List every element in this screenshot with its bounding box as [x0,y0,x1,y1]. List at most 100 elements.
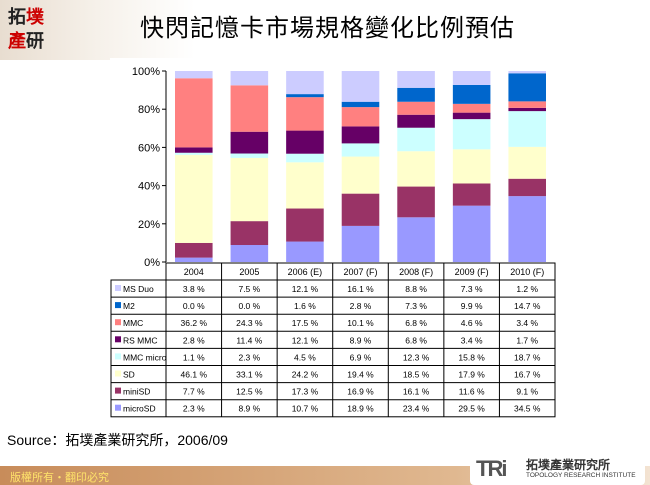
bar-segment-rs-mmc [175,147,213,153]
data-label: 4.6 % [461,318,483,328]
brand-box [470,455,645,485]
legend-swatch [115,353,121,360]
bar-segment-minisd [286,208,324,242]
bar-segment-ms-duo [286,71,324,95]
x-tick-label: 2004 [184,267,204,277]
data-label: 10.7 % [292,404,319,414]
legend-label: M2 [123,301,135,311]
data-label: 17.5 % [292,318,319,328]
data-label: 18.5 % [403,370,430,380]
bar-segment-mmc [286,97,324,131]
data-label: 0.0 % [238,301,260,311]
brand-name-en: TOPOLOGY RESEARCH INSTITUTE [526,472,636,479]
bar-segment-rs-mmc [230,131,269,154]
data-label: 12.5 % [236,387,263,397]
bar-segment-ms-duo [341,71,380,102]
bar-segment-minisd [175,242,213,258]
bar-segment-sd [397,151,435,187]
data-label: 1.7 % [516,335,538,345]
bar-segment-minisd [341,193,380,226]
bar-segment-microsd [508,196,546,262]
legend-swatch [115,387,121,394]
bar-segment-m2 [452,84,491,104]
bar-segment-sd [452,149,491,184]
data-label: 1.2 % [516,284,538,294]
bar-segment-mmc-micro [341,143,380,157]
bar-segment-ms-duo [230,71,269,86]
bar-segment-sd [508,146,546,179]
legend-swatch [115,302,121,309]
copyright: 版權所有・翻印必究 [10,472,109,484]
data-label: 0.0 % [183,301,205,311]
data-label: 6.9 % [350,352,372,362]
brand-logo: TRi [476,456,507,481]
data-label: 12.1 % [292,335,319,345]
bar-segment-m2 [286,94,324,98]
bar-segment-m2 [341,101,380,108]
legend-swatch [115,319,121,326]
data-label: 29.5 % [458,404,485,414]
bar-segment-mmc-micro [508,111,546,147]
data-label: 18.7 % [514,352,541,362]
data-label: 2.8 % [350,301,372,311]
x-tick-label: 2006 (E) [288,267,323,277]
data-label: 1.6 % [294,301,316,311]
chart: 0% 20% 40% 60% 80% 100% 2004 2005 2006 (E) 2007 (… [110,58,562,418]
data-label: 23.4 % [403,404,430,414]
data-label: 19.4 % [347,370,374,380]
data-label: 3.4 % [516,318,538,328]
data-label: 12.1 % [292,284,319,294]
y-tick-label: 40% [138,181,160,193]
bar-segment-sd [230,157,269,222]
x-tick-label: 2008 (F) [399,267,433,277]
bar-segment-mmc [508,101,546,108]
data-label: 8.9 % [350,335,372,345]
data-label: 33.1 % [236,370,263,380]
bar-segment-rs-mmc [397,114,435,128]
bar-segment-mmc-micro [397,127,435,152]
y-tick-label: 60% [138,142,160,154]
data-label: 16.1 % [347,284,374,294]
source-note: Source：拓墣產業研究所，2006/09 [7,432,228,448]
data-label: 10.1 % [347,318,374,328]
legend-swatch [115,404,121,411]
legend-label: MS Duo [123,284,154,294]
bar-segment-ms-duo [452,71,491,85]
data-label: 9.1 % [516,387,538,397]
legend-swatch [115,336,121,343]
page-title: 快閃記憶卡市場規格變化比例預估 [140,14,515,42]
data-label: 46.1 % [181,370,208,380]
x-tick-label: 2009 (F) [455,267,489,277]
bar-segment-m2 [508,73,546,102]
bar-segment-microsd [175,257,213,262]
data-label: 2.8 % [183,335,205,345]
bar-segment-m2 [397,87,435,102]
bar-segment-rs-mmc [508,107,546,112]
data-label: 8.9 % [238,404,260,414]
bar-segment-mmc-micro [452,119,491,150]
data-label: 4.5 % [294,352,316,362]
data-label: 2.3 % [238,352,260,362]
bar-segment-ms-duo [397,71,435,88]
bar-segment-sd [175,154,213,243]
y-tick-label: 20% [138,219,160,231]
bar-segment-microsd [286,241,324,262]
bar-segment-mmc [397,101,435,115]
legend-label: MMC micro [123,352,167,362]
data-label: 7.7 % [183,387,205,397]
legend-swatch [115,370,121,377]
bar-segment-microsd [230,245,269,262]
data-label: 1.1 % [183,352,205,362]
data-label: 6.8 % [405,318,427,328]
data-label: 16.1 % [403,387,430,397]
legend-label: RS MMC [123,335,157,345]
legend-swatch [115,285,121,291]
data-label: 11.4 % [236,335,262,345]
x-tick-label: 2007 (F) [343,267,377,277]
data-label: 8.8 % [405,284,427,294]
data-label: 16.7 % [514,370,541,380]
bar-segment-mmc [175,78,213,148]
bar-segment-minisd [397,186,435,218]
data-label: 17.9 % [458,370,485,380]
bar-segment-microsd [341,225,380,262]
